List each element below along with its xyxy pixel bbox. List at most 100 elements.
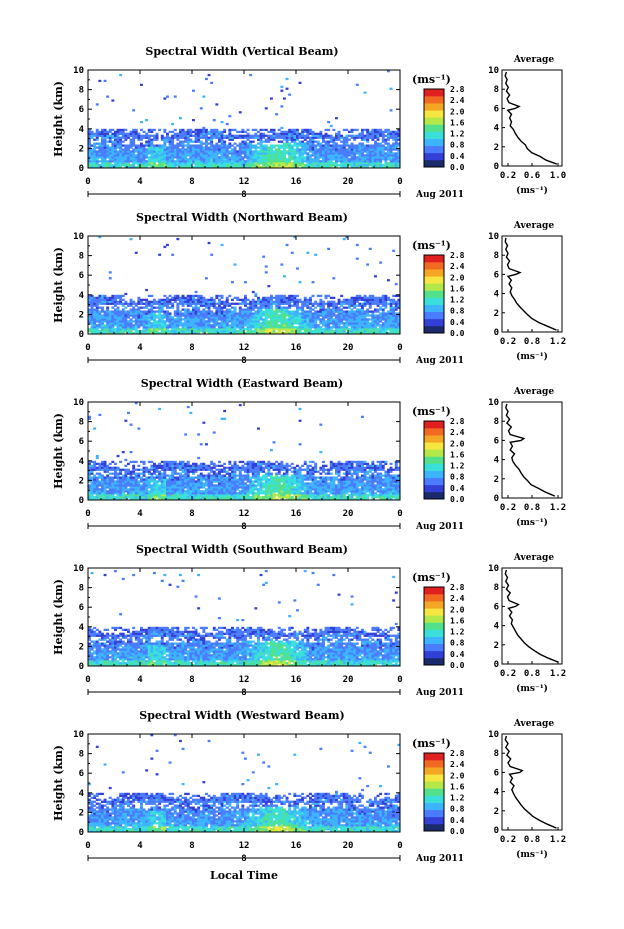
heatmap-cell [381, 312, 385, 315]
heatmap-cell [121, 492, 125, 495]
heatmap-cell [272, 330, 276, 333]
heatmap-cell [368, 148, 372, 151]
heatmap-cell [376, 330, 380, 333]
heatmap-cell [108, 152, 112, 155]
heatmap-cell [233, 328, 237, 331]
heatmap-cell [173, 136, 177, 139]
heatmap-cell [106, 162, 110, 165]
heatmap-cell [363, 138, 367, 141]
heatmap-cell [241, 318, 245, 321]
heatmap-cell [389, 150, 393, 153]
heatmap-cell [116, 132, 120, 135]
heatmap-cell [106, 474, 110, 477]
heatmap-cell [140, 316, 143, 319]
heatmap-cell [98, 134, 102, 137]
profile-y-tick-label: 0 [494, 328, 499, 338]
heatmap-cell [246, 316, 250, 319]
heatmap-cell [384, 146, 388, 149]
heatmap-cell [140, 160, 143, 163]
heatmap-cell [376, 324, 380, 327]
heatmap-cell [342, 128, 346, 132]
heatmap-cell [293, 332, 297, 335]
heatmap-cell [199, 148, 203, 151]
heatmap-cell [93, 132, 97, 135]
heatmap-cell [280, 134, 284, 137]
heatmap-cell [114, 166, 117, 169]
heatmap-cell [184, 296, 188, 300]
heatmap-cell [270, 306, 273, 309]
heatmap-cell [111, 330, 115, 333]
heatmap-cell [179, 136, 182, 139]
heatmap-cell [210, 140, 214, 143]
heatmap-cell [374, 316, 377, 319]
heatmap-cell [163, 472, 167, 475]
heatmap-cell [314, 134, 318, 137]
heatmap-cell [132, 468, 136, 471]
heatmap-cell [184, 162, 188, 165]
heatmap-cell [160, 466, 164, 469]
heatmap-cell [392, 152, 396, 155]
heatmap-cell [350, 152, 354, 155]
heatmap-cell [371, 128, 375, 132]
heatmap-cell [387, 144, 390, 147]
heatmap-cell [259, 308, 263, 311]
heatmap-cell [361, 324, 364, 327]
heatmap-cell [290, 130, 294, 134]
heatmap-cell [207, 332, 211, 335]
heatmap-cell [368, 328, 372, 331]
heatmap-cell [121, 310, 125, 313]
heatmap-cell [111, 332, 115, 335]
heatmap-cell [301, 142, 305, 145]
heatmap-cell [296, 136, 299, 139]
heatmap-cell [394, 326, 398, 329]
heatmap-cell [103, 494, 107, 497]
heatmap-cell [166, 312, 169, 315]
heatmap-cell [197, 152, 201, 155]
heatmap-cell [262, 134, 266, 137]
heatmap-cell [181, 332, 185, 335]
heatmap-cell [246, 152, 250, 155]
heatmap-cell [205, 302, 208, 305]
heatmap-cell [103, 466, 107, 469]
heatmap-cell [168, 476, 172, 479]
heatmap-cell [168, 464, 172, 467]
heatmap-cell [285, 164, 289, 167]
heatmap-cell [111, 484, 115, 487]
heatmap-cell [350, 296, 354, 300]
heatmap-cell [387, 324, 390, 327]
heatmap-cell [324, 308, 328, 311]
heatmap-cell [329, 138, 333, 141]
heatmap-cell [384, 296, 388, 300]
heatmap-cell [202, 314, 206, 317]
heatmap-cell [397, 298, 401, 301]
heatmap-cell [319, 164, 323, 167]
heatmap-cell [285, 144, 289, 147]
heatmap-cell [332, 320, 336, 323]
heatmap-cell [189, 324, 193, 327]
heatmap-cell [225, 314, 229, 317]
heatmap-cell [220, 318, 224, 321]
heatmap-cell [134, 488, 138, 491]
heatmap-cell [366, 308, 370, 311]
heatmap-cell [220, 140, 224, 143]
heatmap-cell [309, 130, 312, 134]
heatmap-cell [290, 146, 294, 149]
heatmap-cell [324, 302, 328, 305]
heatmap-cell [93, 320, 97, 323]
heatmap-cell [223, 314, 227, 317]
heatmap-cell [116, 326, 120, 329]
heatmap-cell [324, 296, 328, 300]
heatmap-cell [254, 328, 258, 331]
heatmap-cell [228, 134, 232, 137]
heatmap-cell [340, 310, 344, 313]
heatmap-cell [376, 316, 380, 319]
heatmap-cell [363, 314, 367, 317]
heatmap-cell [389, 154, 393, 157]
heatmap-cell [358, 162, 362, 165]
heatmap-cell [387, 279, 390, 282]
heatmap-cell [264, 152, 268, 155]
heatmap-cell [101, 322, 104, 325]
heatmap-cell [249, 140, 253, 143]
heatmap-cell [132, 486, 136, 489]
heatmap-cell [272, 322, 276, 325]
